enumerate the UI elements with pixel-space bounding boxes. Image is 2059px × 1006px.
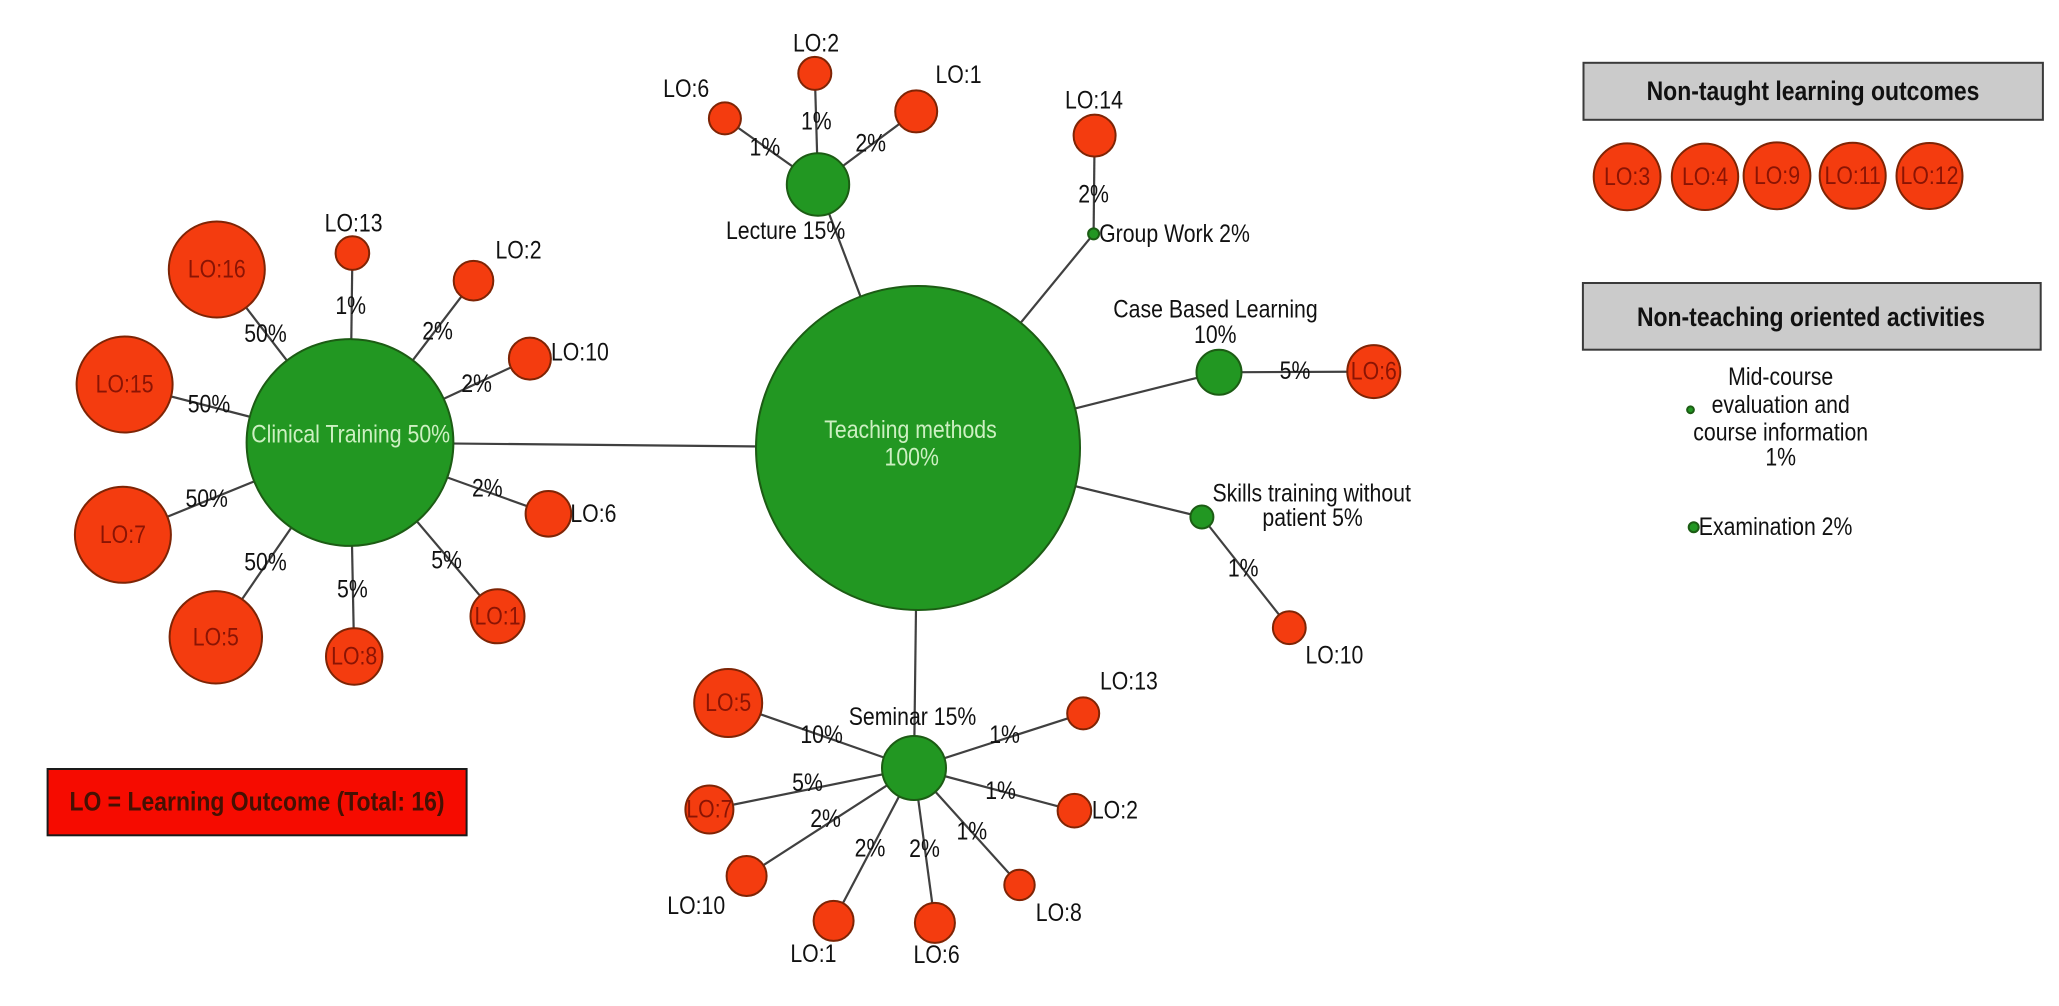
svg-text:LO:7: LO:7 — [686, 796, 732, 824]
svg-text:2%: 2% — [810, 805, 841, 833]
svg-text:LO:6: LO:6 — [663, 75, 709, 103]
svg-text:50%: 50% — [188, 391, 231, 419]
svg-text:1%: 1% — [750, 133, 781, 161]
svg-text:LO:4: LO:4 — [1682, 163, 1728, 191]
svg-text:LO:2: LO:2 — [1092, 797, 1138, 825]
svg-text:5%: 5% — [1280, 357, 1311, 385]
svg-text:100%: 100% — [885, 444, 939, 472]
svg-text:Non-taught learning outcomes: Non-taught learning outcomes — [1647, 76, 1980, 106]
svg-text:1%: 1% — [1228, 555, 1259, 583]
svg-text:evaluation and: evaluation and — [1712, 391, 1850, 419]
svg-text:LO:1: LO:1 — [935, 61, 981, 89]
svg-text:Seminar 15%: Seminar 15% — [849, 703, 977, 731]
svg-text:LO:10: LO:10 — [551, 338, 609, 366]
svg-text:50%: 50% — [244, 320, 287, 348]
svg-text:5%: 5% — [431, 547, 462, 575]
svg-text:5%: 5% — [337, 575, 368, 603]
svg-text:Case Based Learning: Case Based Learning — [1113, 296, 1317, 324]
svg-text:LO:12: LO:12 — [1901, 162, 1959, 190]
svg-text:2%: 2% — [472, 475, 503, 503]
svg-text:LO:1: LO:1 — [790, 940, 836, 968]
svg-text:Teaching methods: Teaching methods — [824, 416, 997, 444]
svg-text:1%: 1% — [801, 107, 832, 135]
svg-text:1%: 1% — [335, 292, 366, 320]
svg-text:LO:10: LO:10 — [1305, 641, 1363, 669]
svg-text:LO:9: LO:9 — [1754, 162, 1800, 190]
svg-text:1%: 1% — [989, 721, 1020, 749]
svg-text:5%: 5% — [792, 769, 823, 797]
svg-text:Clinical Training 50%: Clinical Training 50% — [251, 421, 450, 449]
svg-text:2%: 2% — [909, 835, 940, 863]
svg-text:LO:8: LO:8 — [1036, 899, 1082, 927]
svg-text:LO:16: LO:16 — [188, 256, 246, 284]
svg-text:50%: 50% — [185, 485, 228, 513]
svg-text:10%: 10% — [800, 721, 843, 749]
svg-text:LO:6: LO:6 — [1351, 358, 1397, 386]
svg-text:LO:6: LO:6 — [570, 500, 616, 528]
svg-text:LO:11: LO:11 — [1825, 162, 1881, 190]
svg-text:LO:10: LO:10 — [667, 892, 725, 920]
svg-text:LO:5: LO:5 — [705, 689, 751, 717]
svg-text:1%: 1% — [956, 818, 987, 846]
svg-text:LO:14: LO:14 — [1065, 86, 1123, 114]
svg-text:LO:8: LO:8 — [331, 643, 377, 671]
svg-text:Mid-course: Mid-course — [1728, 363, 1833, 391]
svg-text:Non-teaching oriented activiti: Non-teaching oriented activities — [1637, 302, 1985, 332]
svg-text:2%: 2% — [461, 370, 492, 398]
svg-text:LO:6: LO:6 — [914, 941, 960, 969]
svg-text:LO:13: LO:13 — [325, 209, 383, 237]
svg-text:1%: 1% — [1765, 444, 1796, 472]
svg-text:1%: 1% — [985, 777, 1016, 805]
svg-text:10%: 10% — [1194, 321, 1237, 349]
svg-text:Lecture 15%: Lecture 15% — [726, 217, 845, 245]
svg-text:LO:15: LO:15 — [96, 371, 154, 399]
svg-text:LO:7: LO:7 — [100, 521, 146, 549]
svg-text:2%: 2% — [422, 318, 453, 346]
svg-text:LO:1: LO:1 — [474, 602, 520, 630]
svg-text:Examination 2%: Examination 2% — [1699, 513, 1853, 541]
svg-text:LO:13: LO:13 — [1100, 668, 1158, 696]
svg-text:Skills training without: Skills training without — [1213, 479, 1411, 507]
svg-text:LO:3: LO:3 — [1604, 163, 1650, 191]
svg-text:patient 5%: patient 5% — [1262, 504, 1362, 532]
svg-text:2%: 2% — [1078, 180, 1109, 208]
svg-text:50%: 50% — [244, 548, 287, 576]
svg-text:LO = Learning Outcome (Total:: LO = Learning Outcome (Total: 16) — [69, 787, 444, 817]
svg-text:LO:2: LO:2 — [793, 30, 839, 58]
svg-text:2%: 2% — [855, 834, 886, 862]
svg-text:LO:5: LO:5 — [193, 623, 239, 651]
svg-text:course information: course information — [1693, 418, 1868, 446]
svg-text:Group Work 2%: Group Work 2% — [1099, 220, 1250, 248]
svg-text:2%: 2% — [855, 129, 886, 157]
svg-text:LO:2: LO:2 — [495, 236, 541, 264]
